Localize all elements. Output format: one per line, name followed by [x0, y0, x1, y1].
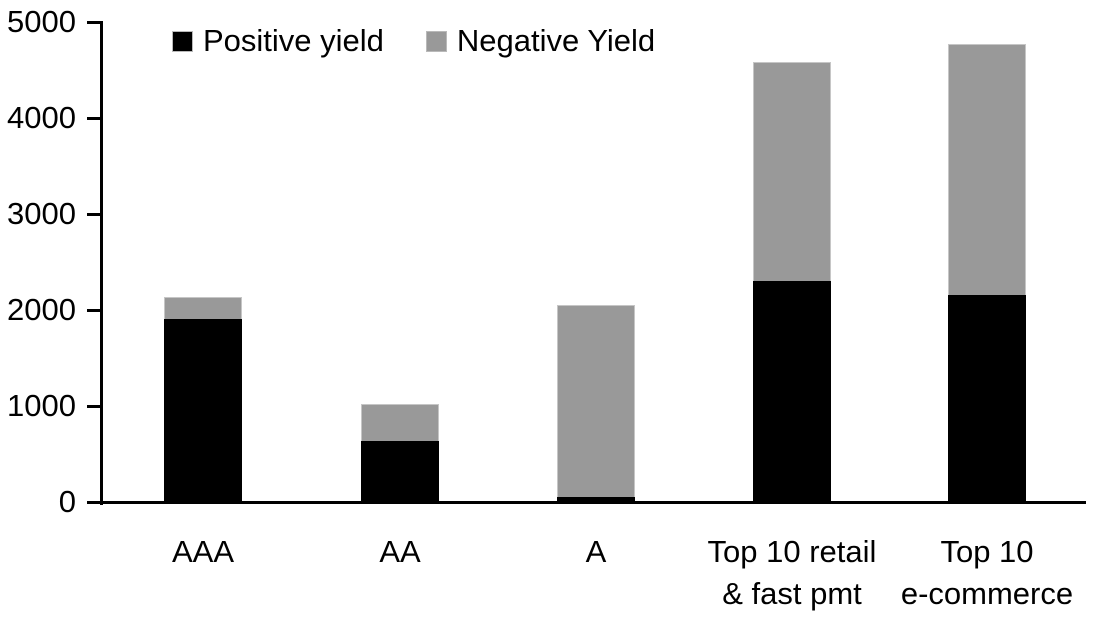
- x-axis-category-label: A: [585, 534, 607, 569]
- y-axis-tick-label: 1000: [7, 388, 76, 423]
- x-axis-category-label: AA: [379, 534, 421, 569]
- y-axis-tick: [87, 117, 100, 120]
- x-axis-category-label: Top 10 retail & fast pmt: [707, 534, 877, 611]
- y-axis-tick-label: 3000: [7, 196, 76, 231]
- x-axis-category-label: Top 10 e-commerce: [900, 534, 1074, 611]
- y-axis-tick-label: 4000: [7, 100, 76, 135]
- y-axis-tick: [87, 213, 100, 216]
- bar-segment-negative: [361, 404, 439, 441]
- y-axis-tick: [87, 501, 100, 504]
- legend-swatch-positive-yield: [172, 30, 193, 52]
- legend-label-negative-yield: Negative Yield: [456, 23, 656, 58]
- bar-segment-positive: [948, 294, 1026, 501]
- bar-segment-negative: [948, 44, 1026, 295]
- bar-segment-negative: [753, 62, 831, 282]
- bar-segment-negative: [557, 305, 635, 498]
- legend-swatch-negative-yield: [425, 30, 447, 52]
- y-axis-tick-label: 5000: [7, 4, 76, 39]
- bar-segment-positive: [361, 440, 439, 501]
- bar-segment-positive: [753, 281, 831, 501]
- x-axis-category-label: AAA: [171, 534, 235, 569]
- y-axis-tick: [87, 21, 100, 24]
- legend-item-negative-yield: Negative Yield: [425, 23, 656, 58]
- y-axis-line: [100, 21, 103, 505]
- y-axis-tick: [87, 405, 100, 408]
- legend-item-positive-yield: Positive yield: [172, 24, 384, 58]
- chart-legend: Positive yield Negative Yield: [172, 24, 655, 58]
- bar-segment-positive: [164, 318, 242, 501]
- legend-label-positive-yield: Positive yield: [203, 23, 384, 58]
- bar-segment-negative: [164, 297, 242, 319]
- bar-segment-positive: [557, 497, 635, 501]
- y-axis-tick: [87, 309, 100, 312]
- y-axis-tick-label: 2000: [7, 292, 76, 327]
- x-axis-line: [100, 501, 1086, 504]
- y-axis-tick-label: 0: [58, 484, 76, 519]
